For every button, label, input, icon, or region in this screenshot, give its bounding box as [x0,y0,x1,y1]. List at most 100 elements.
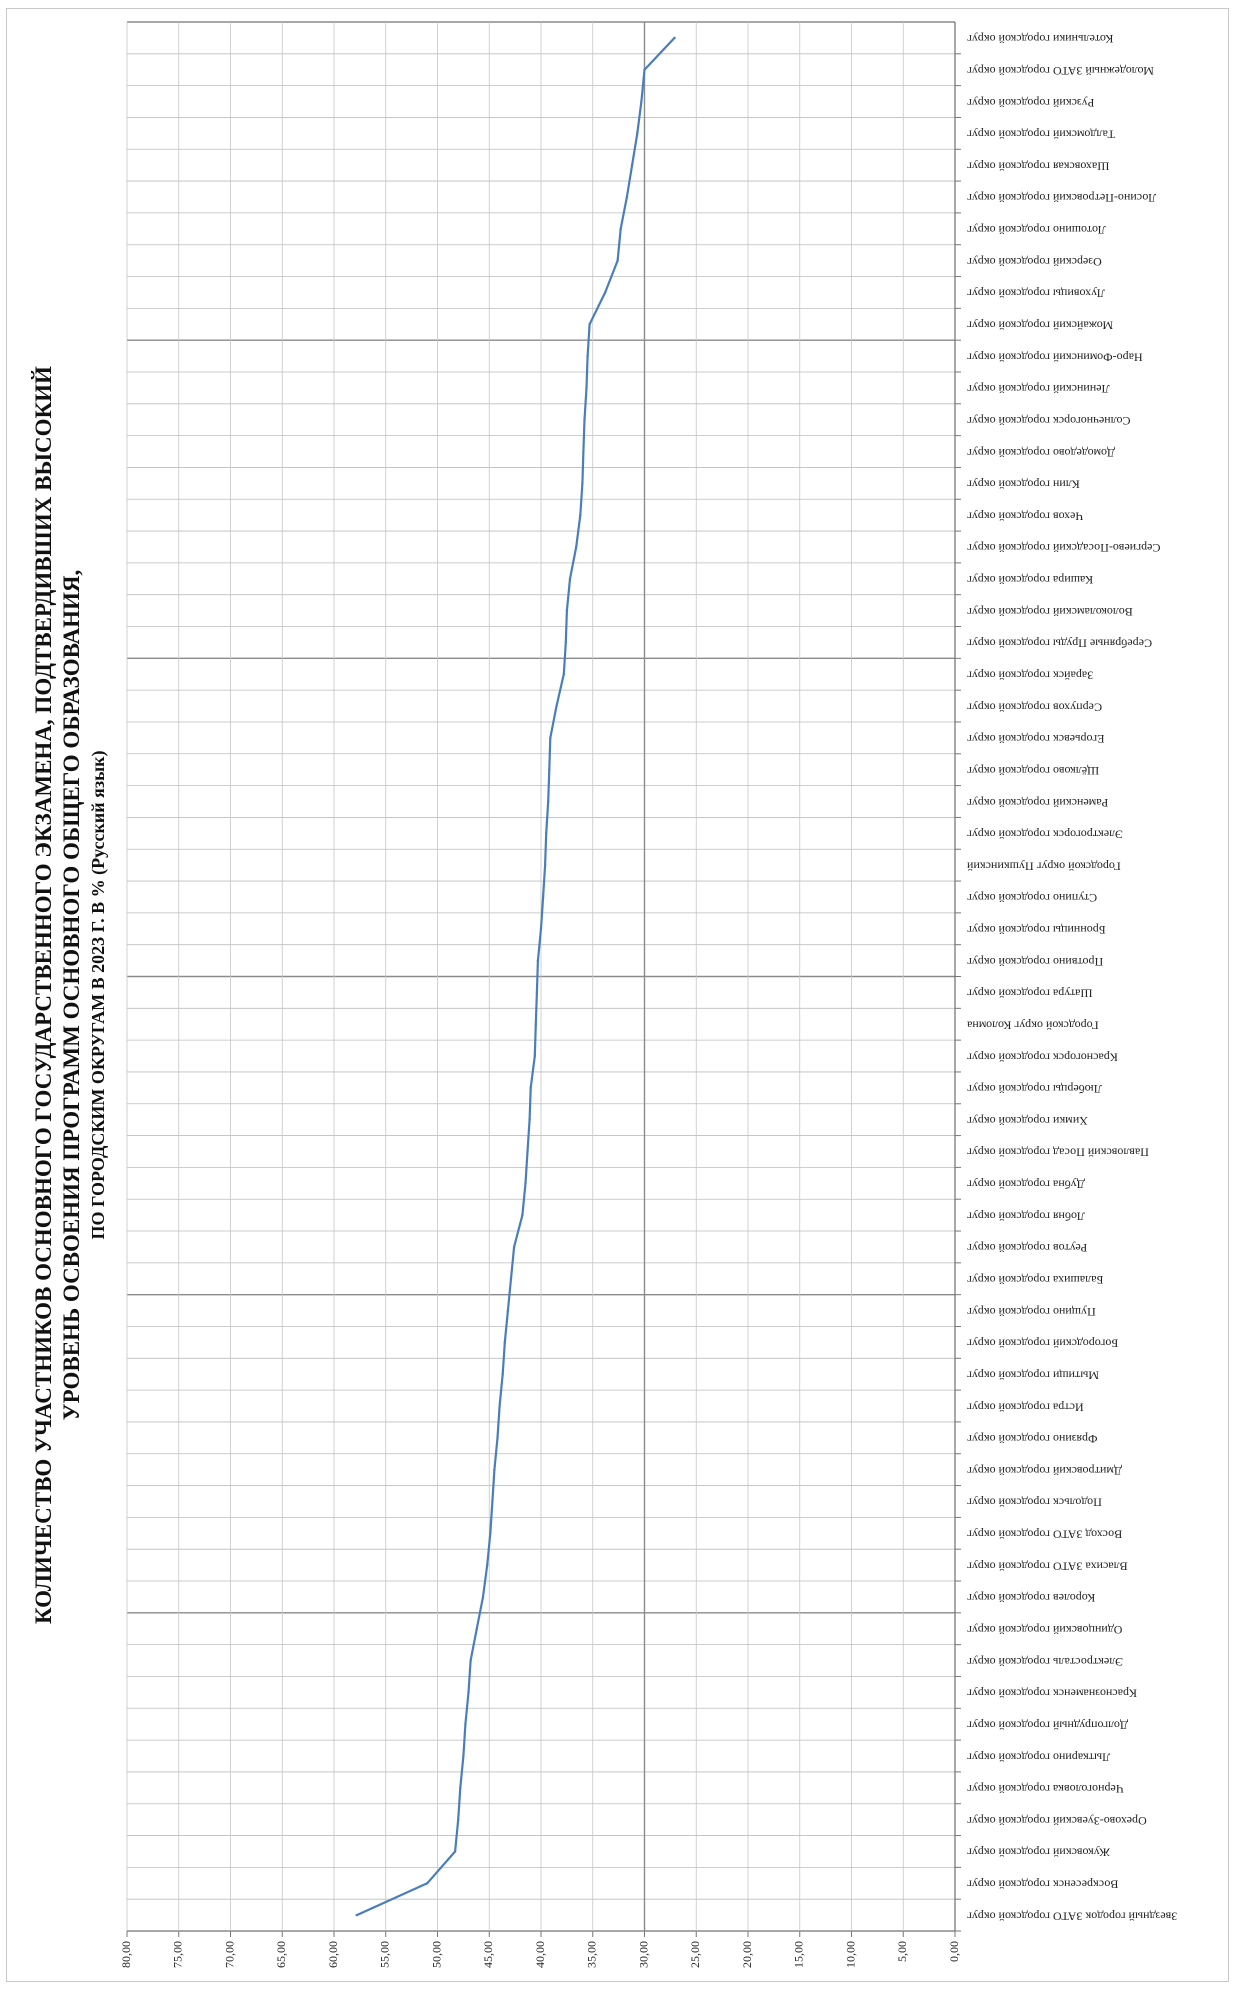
category-label: Лобня городской округ [967,1209,1085,1223]
data-point [616,259,619,262]
category-label: Наро-Фоминский городской округ [967,350,1143,364]
label-layer: 0,00 5,00 10,00 15,00 20,00 25,00 30,00 35,00 40… [119,32,1177,1968]
value-tick-label: 45,00 [481,1941,495,1968]
value-tick-label: 15,00 [792,1941,806,1968]
value-tick-label: 60,00 [326,1941,340,1968]
data-point [568,577,572,580]
value-tick-label: 75,00 [171,1941,185,1968]
category-label: Ступино городской округ [967,891,1097,905]
data-point [583,418,586,421]
category-label: Серпухов городской округ [967,700,1102,714]
data-point [493,1468,496,1471]
category-label: Рузский городской округ [967,96,1094,110]
category-label: Фрязино городской округ [967,1432,1098,1446]
data-point [562,673,565,676]
data-point [579,513,582,517]
value-tick-label: 30,00 [636,1941,650,1968]
data-point [459,1786,462,1790]
chart-frame [6,8,1229,1982]
value-tick-label: 10,00 [843,1941,857,1968]
category-label: Щёлково городской округ [967,764,1099,778]
value-tick-label: 55,00 [378,1941,392,1968]
category-label: Балашиха городской округ [967,1273,1103,1287]
data-point [582,450,585,453]
category-label: Жуковский городской округ [967,1846,1110,1860]
value-tick-label: 0,00 [947,1941,961,1962]
category-label: Можайский городской округ [967,319,1113,333]
category-label: Бронницы городской округ [967,923,1106,937]
category-label: Ленинский городской округ [967,382,1110,396]
data-point [555,704,558,708]
category-label: Зарайск городской округ [967,668,1093,682]
category-label: Электрогорск городской округ [967,828,1123,842]
data-point [464,1722,467,1726]
data-point [491,1500,494,1503]
value-tick-label: 5,00 [895,1941,909,1962]
data-point [355,1913,358,1917]
data-point [548,768,551,771]
category-label: Дубна городской округ [967,1178,1085,1192]
value-tick-label: 25,00 [688,1941,702,1968]
data-point [503,1341,506,1344]
data-point [481,1595,485,1599]
data-point [544,832,548,835]
category-label: Городской округ Пушкинский [966,859,1120,873]
category-label: Пущино городской округ [967,1305,1096,1319]
category-label: Люберцы городской округ [967,1082,1102,1096]
data-point [536,959,540,962]
chart-title-line-2: УРОВЕНЬ ОСВОЕНИЯ ПРОГРАММ ОСНОВНОГО ОБЩЕ… [59,569,84,1421]
axis-layer [126,22,961,1937]
data-point [457,1818,460,1821]
value-tick-label: 70,00 [222,1941,236,1968]
category-label: Протвино городской округ [967,955,1103,969]
data-point [565,609,569,612]
value-tick-label: 20,00 [740,1941,754,1968]
category-label: Лыткарино городской округ [967,1750,1110,1764]
category-label: Чехов городской округ [967,509,1083,523]
data-point [501,1373,504,1376]
series-layer [355,36,676,1917]
category-label: Талдомский городской округ [967,128,1115,142]
category-label: Одинцовский городской округ [967,1623,1122,1637]
grid-layer [126,21,956,1932]
category-label: Королев городской округ [967,1591,1095,1605]
category-label: Истра городской округ [967,1400,1084,1414]
value-tick-label: 65,00 [274,1941,288,1968]
data-point [529,1086,532,1090]
category-label: Сергиево-Посадский городской округ [967,541,1161,555]
data-point [524,1182,527,1185]
data-point [509,1277,513,1280]
category-label: Химки городской округ [967,1114,1088,1128]
data-point [585,386,588,390]
data-point [630,163,634,167]
data-point [496,1436,499,1440]
category-label: Реутов городской округ [967,1241,1087,1255]
chart-title-line-1: КОЛИЧЕСТВО УЧАСТНИКОВ ОСНОВНОГО ГОСУДАРС… [31,366,56,1624]
chart-title-line-3: ПО ГОРОДСКИМ ОКРУГАМ В 2023 Г. В % (Русс… [88,750,108,1240]
category-label: Электросталь городской округ [967,1655,1123,1669]
category-label: Восход ЗАТО городской округ [967,1528,1122,1542]
data-point [469,1659,472,1662]
data-point [603,291,607,294]
data-point [526,1150,529,1153]
category-label: Клин городской округ [967,478,1080,492]
data-point [535,991,539,994]
category-label: Воскресенск городской округ [967,1878,1118,1892]
category-label: Богородский городской округ [967,1337,1118,1351]
category-label: Егорьевск городской округ [967,732,1105,746]
category-label: Серебряные Пруды городской округ [967,637,1152,651]
data-point [574,545,578,549]
data-point [541,895,545,899]
category-label: Черноголовка городской округ [967,1782,1124,1796]
category-label: Городской округ Коломна [966,1018,1098,1032]
value-tick-label: 35,00 [585,1941,599,1968]
data-point [425,1882,429,1885]
category-label: Орехово-Зуевский городской округ [967,1814,1147,1828]
data-point [534,1023,538,1026]
category-label: Молодежный ЗАТО городской округ [967,64,1154,78]
category-label: Шатура городской округ [967,987,1093,1001]
data-point [498,1404,501,1408]
category-label: Солнечногорск городской округ [967,414,1131,428]
category-label: Раменский городской округ [967,796,1108,810]
